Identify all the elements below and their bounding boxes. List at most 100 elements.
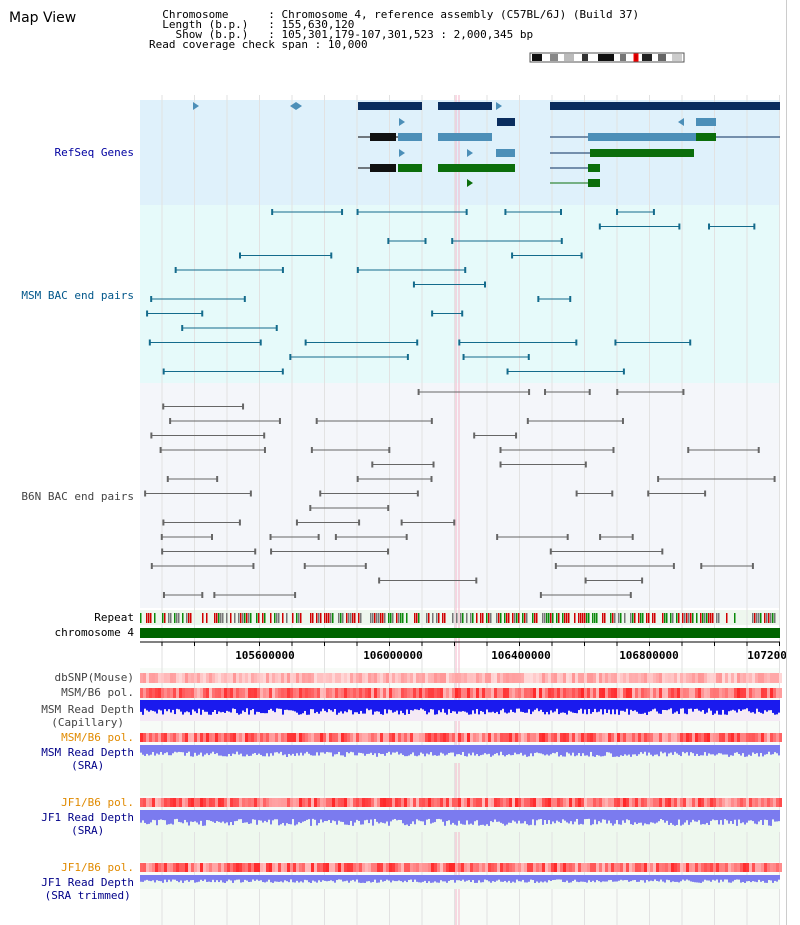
heat-cell xyxy=(689,733,692,742)
repeat-mark xyxy=(354,613,356,623)
heat-cell xyxy=(512,688,515,698)
heat-cell xyxy=(524,733,527,742)
heat-cell xyxy=(182,673,185,683)
depth-bar xyxy=(768,745,770,752)
heat-cell xyxy=(419,733,422,742)
depth-bar xyxy=(366,875,368,882)
depth-bar xyxy=(388,745,390,752)
heat-cell xyxy=(638,688,641,698)
heat-cell xyxy=(716,798,719,807)
heat-cell xyxy=(326,798,329,807)
depth-bar xyxy=(722,700,724,710)
dbsnp-label[interactable]: dbSNP(Mouse) xyxy=(54,671,134,684)
depth-bar xyxy=(492,810,494,823)
heat-cell xyxy=(398,688,401,698)
depth-bar xyxy=(764,745,766,755)
b6n-bac-features[interactable] xyxy=(144,389,776,598)
heat-cell xyxy=(710,863,713,872)
heat-cell xyxy=(164,863,167,872)
msm-read-depth-capillary-label[interactable]: MSM Read Depth (Capillary) xyxy=(41,703,134,729)
depth-bar xyxy=(260,745,262,755)
depth-bar xyxy=(462,810,464,825)
msm-bac-label[interactable]: MSM BAC end pairs xyxy=(21,289,134,302)
heat-cell xyxy=(197,673,200,683)
depth-bar xyxy=(458,810,460,821)
depth-bar xyxy=(648,875,650,882)
depth-bar xyxy=(446,745,448,755)
heat-cell xyxy=(374,798,377,807)
msm-b6-pol-label-1[interactable]: MSM/B6 pol. xyxy=(61,686,134,699)
depth-bar xyxy=(594,700,596,709)
depth-bar xyxy=(384,745,386,756)
depth-bar xyxy=(578,875,580,883)
heat-cell xyxy=(455,733,458,742)
depth-bar xyxy=(658,700,660,714)
heat-cell xyxy=(524,688,527,698)
heat-cell xyxy=(269,688,272,698)
depth-bar xyxy=(592,875,594,881)
heat-cell xyxy=(512,798,515,807)
repeat-mark xyxy=(416,613,418,623)
depth-bar xyxy=(182,810,184,824)
depth-bar xyxy=(340,700,342,712)
heat-cell xyxy=(410,798,413,807)
b6n-bac-label[interactable]: B6N BAC end pairs xyxy=(21,490,134,503)
depth-bar xyxy=(748,745,750,755)
repeat-mark xyxy=(350,613,352,623)
depth-bar xyxy=(582,875,584,882)
vertical-scrollbar[interactable] xyxy=(786,0,800,925)
repeat-mark xyxy=(380,613,382,623)
jf1-read-depth-sra-label[interactable]: JF1 Read Depth (SRA) xyxy=(41,811,134,837)
heat-cell xyxy=(662,673,665,683)
depth-bar xyxy=(612,700,614,710)
jf1-b6-pol-label-2[interactable]: JF1/B6 pol. xyxy=(61,861,134,874)
heat-cell xyxy=(140,733,143,742)
repeat-track[interactable] xyxy=(140,613,776,623)
depth-bar xyxy=(344,745,346,757)
jf1-read-depth-trimmed-label[interactable]: JF1 Read Depth (SRA trimmed) xyxy=(41,876,134,902)
msm-bac-features[interactable] xyxy=(146,209,756,375)
depth-bar xyxy=(390,810,392,822)
heat-cell xyxy=(623,688,626,698)
refseq-genes-label[interactable]: RefSeq Genes xyxy=(54,146,134,159)
depth-bar xyxy=(312,810,314,819)
depth-bar xyxy=(252,745,254,754)
depth-bar xyxy=(248,700,250,715)
msm-read-depth-sra-label[interactable]: MSM Read Depth (SRA) xyxy=(41,746,134,772)
repeat-mark xyxy=(696,613,698,623)
strand-arrow xyxy=(290,102,296,110)
heat-cell xyxy=(596,673,599,683)
depth-bar xyxy=(432,875,434,883)
depth-bar xyxy=(326,700,328,713)
heat-cell xyxy=(776,733,779,742)
depth-bar xyxy=(440,810,442,820)
depth-bar xyxy=(230,875,232,881)
heat-cell xyxy=(641,798,644,807)
heat-cell xyxy=(671,733,674,742)
refseq-gene-features[interactable] xyxy=(193,102,780,187)
heat-cell xyxy=(530,733,533,742)
depth-bar xyxy=(206,875,208,882)
depth-bar xyxy=(156,810,158,826)
heat-cell xyxy=(392,863,395,872)
heat-cell xyxy=(704,798,707,807)
heat-cell xyxy=(500,688,503,698)
repeat-label[interactable]: Repeat xyxy=(94,611,134,624)
depth-bar xyxy=(402,875,404,883)
msm-b6-pol-label-2[interactable]: MSM/B6 pol. xyxy=(61,731,134,744)
depth-bar xyxy=(594,875,596,883)
heat-cell xyxy=(218,798,221,807)
heat-cell xyxy=(761,863,764,872)
repeat-mark xyxy=(654,613,656,623)
depth-tracks[interactable] xyxy=(140,700,780,889)
depth-bar xyxy=(588,810,590,819)
depth-bar xyxy=(330,745,332,753)
jf1-b6-pol-label-1[interactable]: JF1/B6 pol. xyxy=(61,796,134,809)
heat-cell xyxy=(149,863,152,872)
repeat-mark xyxy=(282,613,284,623)
depth-bar xyxy=(752,875,754,882)
chromosome-ideogram[interactable] xyxy=(528,50,688,68)
heat-tracks[interactable] xyxy=(140,673,782,872)
depth-bar xyxy=(392,810,394,820)
